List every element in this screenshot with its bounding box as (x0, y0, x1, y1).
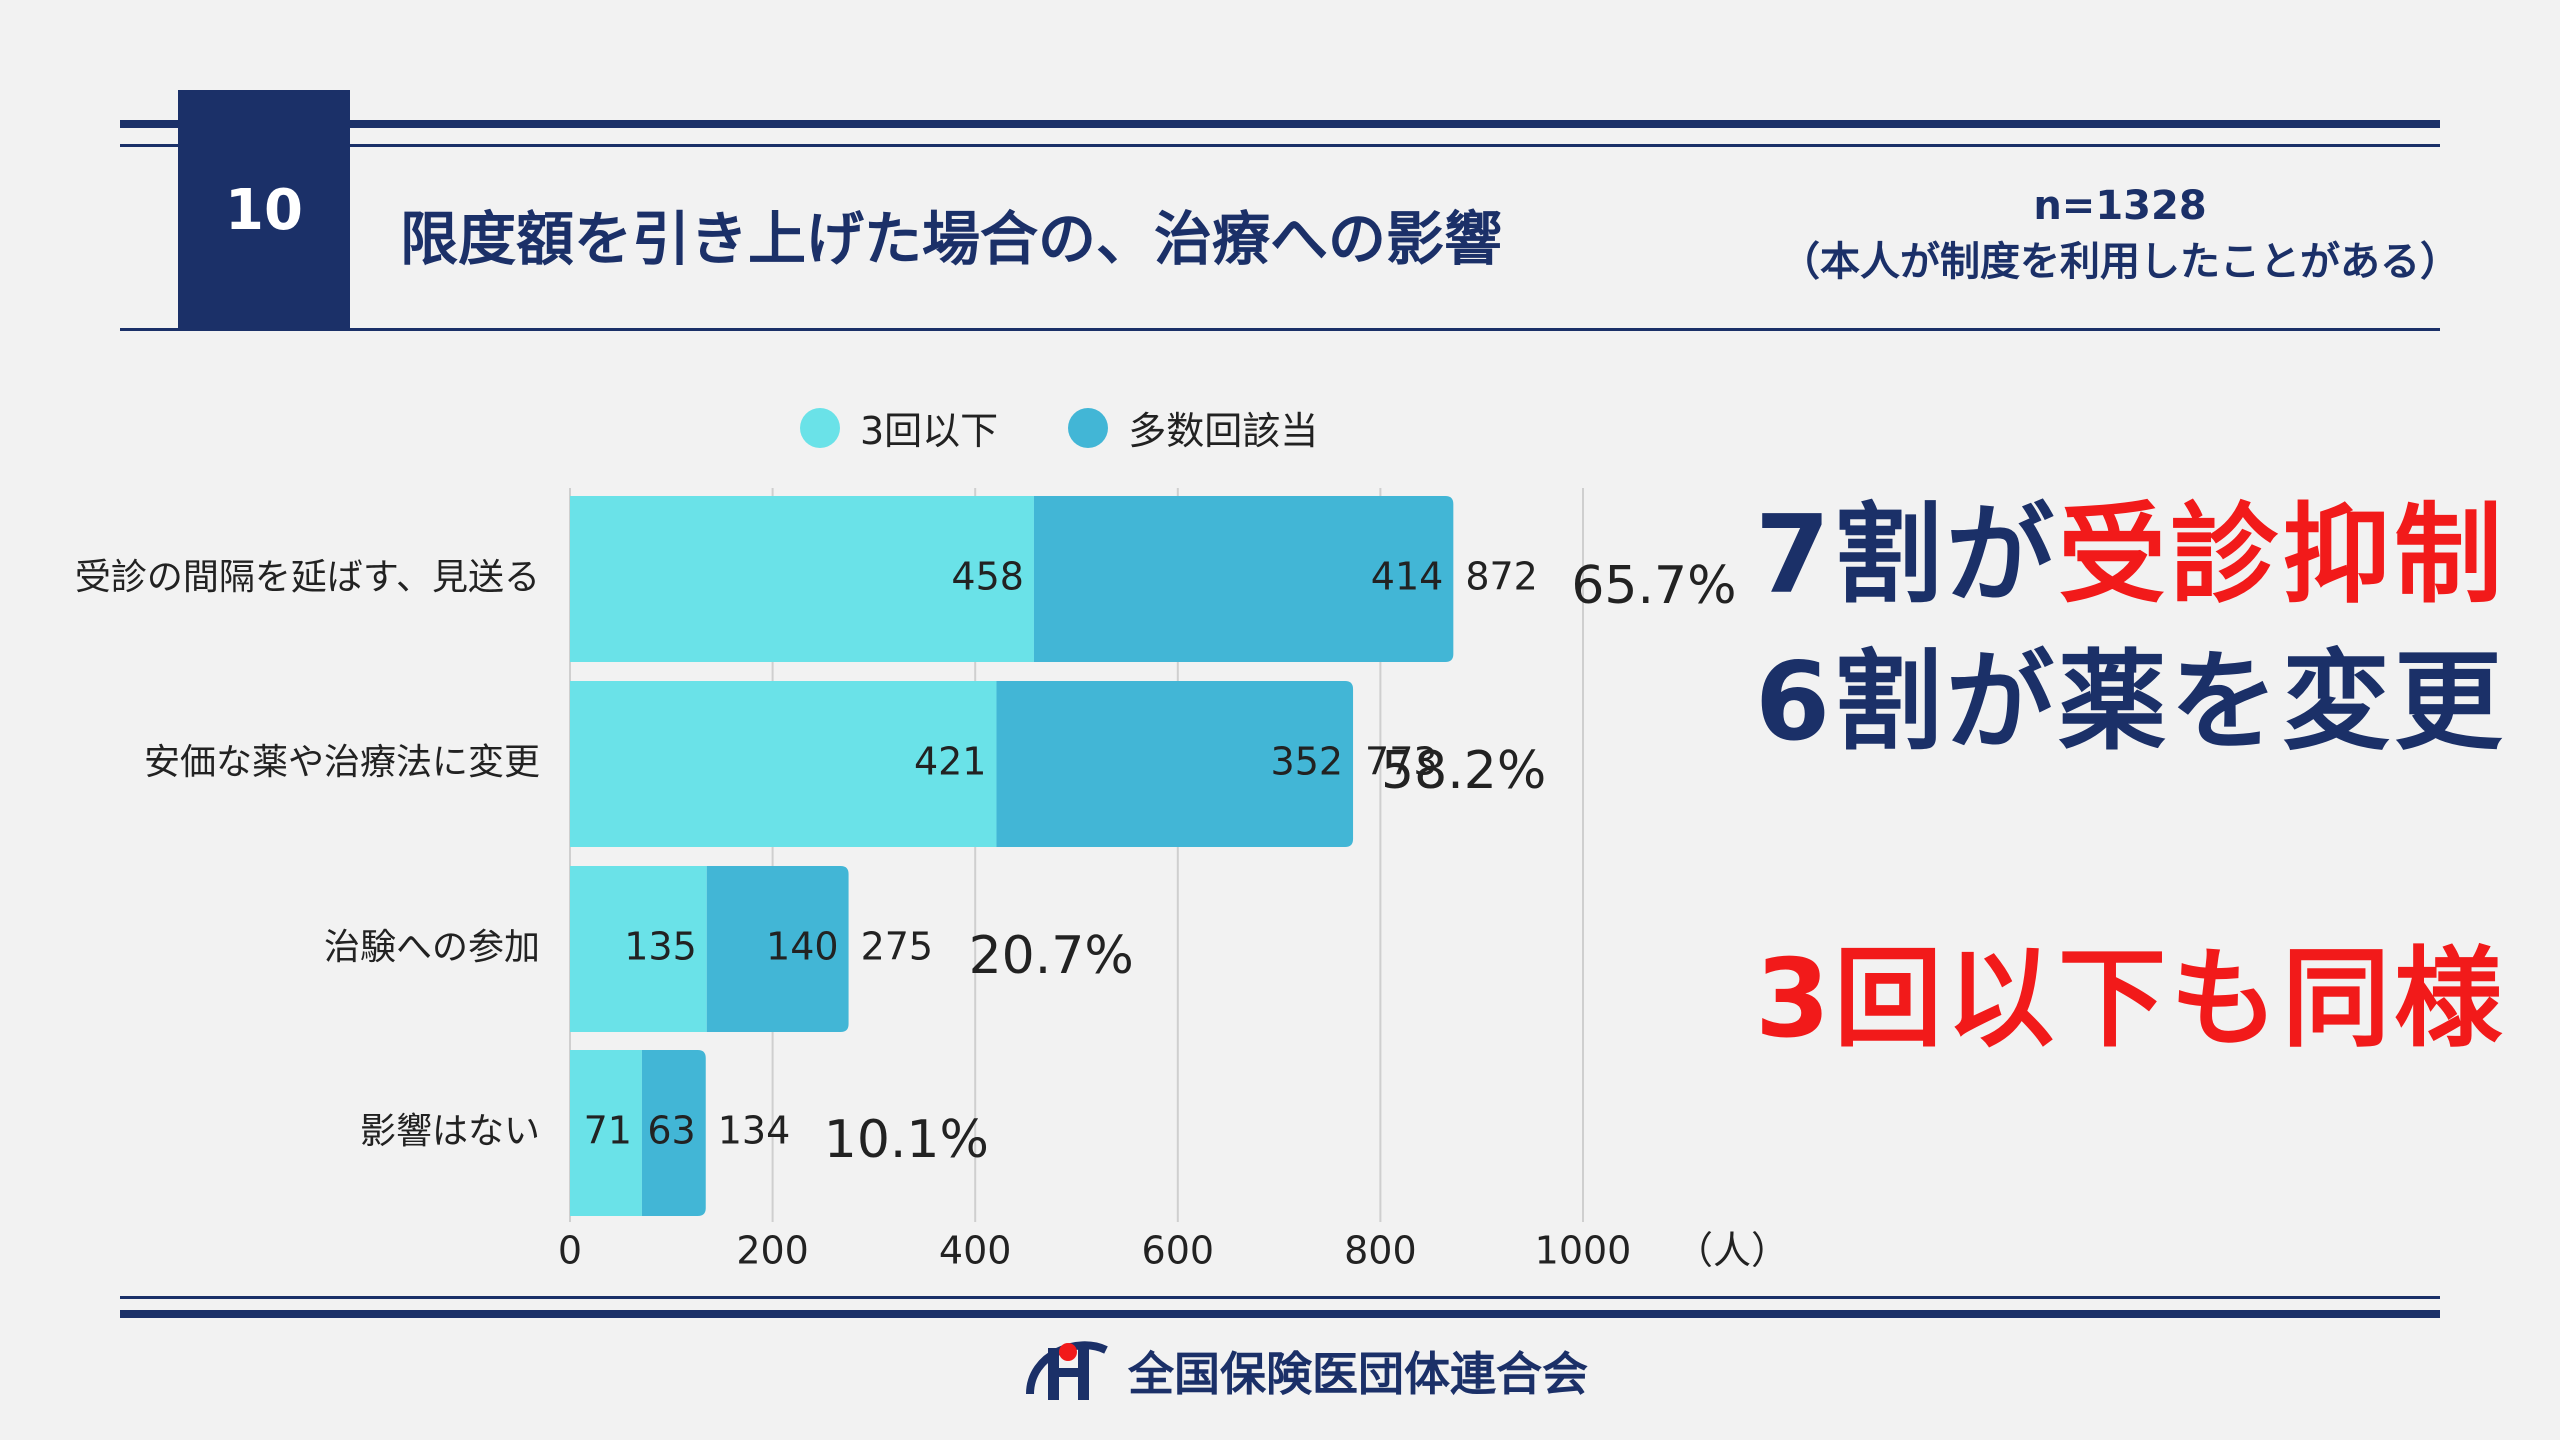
bar-total-label: 872 (1465, 555, 1538, 599)
sample-info: n=1328 （本人が制度を利用したことがある） (1740, 178, 2500, 290)
callout-line-3: 3回以下も同様 (1755, 937, 2507, 1062)
callout-line-1-emphasis: 受診抑制 (2058, 493, 2507, 618)
bar-value-label: 63 (647, 1109, 695, 1153)
bar-value-label: 458 (951, 555, 1024, 599)
bar-percentage-label: 10.1% (824, 1110, 989, 1170)
bar-value-label: 71 (584, 1109, 632, 1153)
x-tick-label: 1000 (1535, 1229, 1632, 1273)
footer-rule-thin (120, 1296, 2440, 1299)
bar-value-label: 140 (766, 925, 839, 969)
organization-name: 全国保険医団体連合会 (1128, 1347, 1588, 1401)
stacked-bar-chart: 0 200 400 600 800 1000 （人） 受診の間隔を延ばす、見送る 458 414 8… (75, 488, 1789, 1273)
legend-label-low: 3回以下 (860, 409, 999, 453)
bar-segment-high (1033, 496, 1454, 662)
bar-total-label: 134 (718, 1109, 791, 1153)
x-tick-label: 0 (558, 1229, 582, 1273)
bar-percentage-label: 20.7% (969, 926, 1134, 986)
header-rule-top-thick (120, 120, 2440, 128)
x-tick-label: 400 (939, 1229, 1012, 1273)
header-rule-bottom (120, 328, 2440, 331)
category-label: 治験への参加 (324, 927, 540, 968)
bar-total-label: 773 (1365, 740, 1438, 784)
bar-segment-low (570, 681, 997, 847)
footer-rule-thick (120, 1310, 2440, 1318)
bar-value-label: 421 (914, 740, 987, 784)
x-tick-label: 200 (736, 1229, 809, 1273)
chart-legend: 3回以下 多数回該当 (800, 400, 1318, 455)
callout-line-1: 7割が受診抑制 (1755, 468, 2506, 624)
x-tick-label: 800 (1344, 1229, 1417, 1273)
page-title: 限度額を引き上げた場合の、治療への影響 (400, 205, 1503, 273)
organization-logo: 全国保険医団体連合会 (1018, 1330, 1588, 1412)
bar-segment-low (570, 496, 1034, 662)
callout-line-2: 6割が薬を変更 (1755, 640, 2507, 765)
callout-line-1-prefix: 7割が (1755, 493, 2059, 618)
bar-segment-low (570, 866, 707, 1032)
legend-swatch-high (1068, 407, 1109, 448)
bar-total-label: 275 (861, 925, 934, 969)
bar-segment-high (996, 681, 1354, 847)
legend-label-high: 多数回該当 (1128, 409, 1319, 453)
sample-size: n=1328 (2033, 183, 2207, 229)
x-tick-label: 600 (1142, 1229, 1215, 1273)
category-label: 影響はない (360, 1111, 540, 1152)
bar-segment-high (641, 1050, 706, 1216)
bar-segment-high (706, 866, 849, 1032)
bar-value-label: 352 (1271, 740, 1344, 784)
bar-segment-low (570, 1050, 642, 1216)
legend-swatch-low (800, 407, 840, 448)
header-rule-top-thin (120, 144, 2440, 147)
h-mark-logo-icon (1026, 1341, 1108, 1400)
category-label: 安価な薬や治療法に変更 (144, 742, 540, 783)
x-unit-label: （人） (1675, 1229, 1789, 1273)
section-number: 10 (178, 90, 350, 330)
bar-value-label: 414 (1371, 555, 1444, 599)
category-label: 受診の間隔を延ばす、見送る (75, 557, 540, 598)
bar-percentage-label: 65.7% (1571, 556, 1736, 616)
legend-item-low: 3回以下 (800, 400, 998, 455)
sample-note: （本人が制度を利用したことがある） (1780, 239, 2460, 285)
bar-value-label: 135 (624, 925, 697, 969)
legend-item-high: 多数回該当 (1068, 400, 1318, 455)
bar-percentage-label: 58.2% (1381, 741, 1546, 801)
